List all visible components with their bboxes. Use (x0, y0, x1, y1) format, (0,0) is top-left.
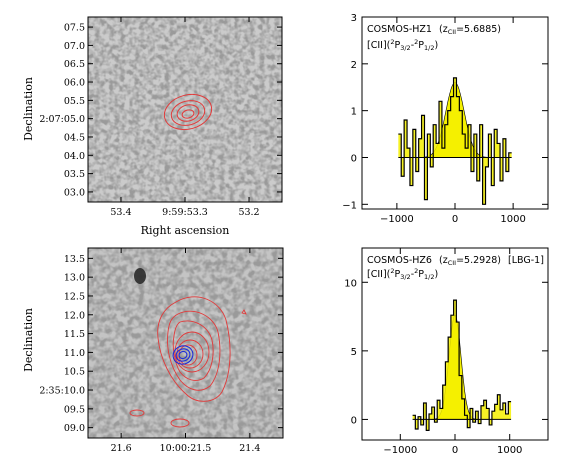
y-tick-label: 12.5 (64, 291, 85, 302)
y-tick-label: 04.0 (64, 151, 85, 162)
contour (176, 104, 200, 122)
y-tick-label: −1 (342, 200, 357, 211)
image-2-x-ticks: 21.6 10:00:21.5 21.4 (111, 248, 260, 454)
contour (174, 331, 210, 373)
spectrum-1-frame (361, 16, 549, 210)
image-2-noise (88, 248, 283, 438)
spectrum-2-frame (361, 247, 549, 441)
contour (178, 350, 188, 360)
y-tick-label: 0 (351, 153, 357, 164)
contour (167, 310, 221, 391)
y-tick-label: 1 (351, 107, 357, 118)
x-tick-label: 0 (452, 445, 458, 456)
spectrum-2-plot: 0 5 10 −1000 0 1000 (344, 248, 548, 456)
image-1-x-ticks: 53.4 9:59:53.3 53.2 (110, 17, 260, 218)
contour (129, 409, 145, 417)
contour (157, 296, 231, 402)
y-tick-label: 13.0 (64, 273, 85, 284)
image-panel-1: 07.5 07.0 06.5 06.0 05.5 2:07:05.0 04.5 04.0 03.… (22, 16, 283, 237)
y-tick-label: 13.5 (64, 254, 85, 265)
y-tick-label: 2 (351, 60, 357, 71)
y-tick-label: 09.5 (64, 404, 85, 415)
y-tick-label: 12.0 (64, 310, 85, 321)
y-tick-label: 09.0 (64, 423, 85, 434)
y-tick-label: 07.5 (64, 23, 85, 34)
image-2-blue-contours (172, 345, 194, 365)
contour (170, 418, 190, 428)
image-panel-2: 13.5 13.0 12.5 12.0 11.5 11.0 10.5 2:35:10.0 09.… (22, 247, 284, 454)
y-tick-label: 11.5 (64, 329, 85, 340)
y-tick-label: 10 (344, 278, 357, 289)
y-tick-label: 5 (351, 347, 357, 358)
image-1-contours (163, 93, 213, 131)
x-tick-label: 1000 (500, 214, 525, 225)
spectrum-1-title: COSMOS-HZ1 (zCII=5.6885) (367, 24, 501, 36)
y-tick-label: 2:07:05.0 (39, 114, 85, 125)
spectrum-2-line-label: [CII](2P3/2-2P1/2) (367, 267, 438, 281)
contour (241, 309, 247, 315)
image-2-red-contours (129, 296, 247, 428)
contour (175, 348, 191, 362)
contour (172, 345, 194, 365)
x-tick-label: 53.4 (110, 207, 131, 218)
y-tick-label: 06.5 (64, 59, 85, 70)
y-tick-label: 06.0 (64, 78, 85, 89)
y-tick-label: 10.5 (64, 367, 85, 378)
spectrum-panel-1: −1 0 1 2 3 −1000 0 1000 COSMOS-HZ1 (zCII=5.6885… (342, 13, 549, 225)
y-tick-label: 2:35:10.0 (39, 386, 85, 397)
spectrum-line (398, 77, 512, 205)
x-tick-label: −1000 (383, 445, 417, 456)
y-tick-label: 03.0 (64, 187, 85, 198)
y-tick-label: 07.0 (64, 41, 85, 52)
image-1-y-ticks: 07.5 07.0 06.5 06.0 05.5 2:07:05.0 04.5 04.0 03.… (39, 23, 282, 198)
spectrum-1-line-label: [CII](2P3/2-2P1/2) (367, 38, 438, 52)
x-tick-label: 53.2 (238, 207, 259, 218)
contour (172, 320, 214, 381)
spectrum-fill (412, 300, 512, 431)
y-tick-label: 04.5 (64, 132, 85, 143)
image-1-x-axis-label: Right ascension (141, 224, 230, 237)
y-tick-label: 3 (351, 13, 357, 24)
spectrum-1-plot: −1 0 1 2 3 −1000 0 1000 (342, 13, 548, 225)
contour (181, 109, 195, 119)
x-tick-label: −1000 (380, 214, 414, 225)
spectrum-fill (398, 77, 512, 205)
x-tick-label: 21.4 (239, 443, 260, 454)
x-tick-label: 1000 (497, 445, 522, 456)
contour (163, 93, 213, 131)
spectrum-line (412, 299, 512, 431)
image-1-y-axis-label: Declination (22, 77, 35, 141)
image-2-y-ticks: 13.5 13.0 12.5 12.0 11.5 11.0 10.5 2:35:10.0 09.… (39, 254, 283, 434)
spectrum-panel-2: 0 5 10 −1000 0 1000 COSMOS-HZ6 (zCII=5.2928) … (344, 247, 549, 456)
image-2-y-axis-label: Declination (22, 308, 35, 372)
image-1-noise (88, 17, 282, 202)
y-tick-label: 05.5 (64, 96, 85, 107)
image-2-bright-source (134, 268, 146, 284)
contour (170, 100, 206, 126)
x-tick-label: 9:59:53.3 (162, 207, 208, 218)
y-tick-label: 11.0 (64, 348, 85, 359)
contour (176, 339, 204, 369)
y-tick-label: 03.5 (64, 169, 85, 180)
y-tick-label: 0 (351, 415, 357, 426)
x-tick-label: 10:00:21.5 (160, 443, 212, 454)
x-tick-label: 0 (452, 214, 458, 225)
x-tick-label: 21.6 (111, 443, 132, 454)
spectrum-2-title: COSMOS-HZ6 (zCII=5.2928) [LBG-1] (367, 255, 544, 267)
